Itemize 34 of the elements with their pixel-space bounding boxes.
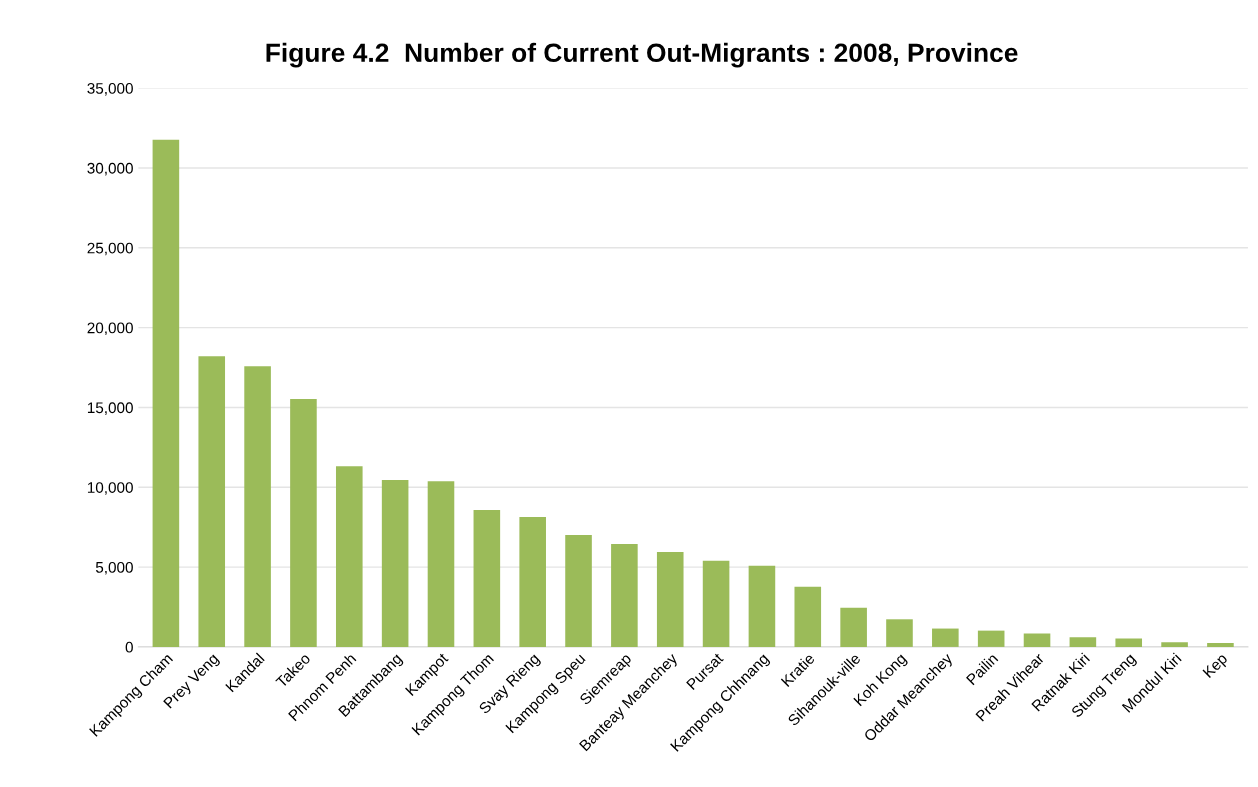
y-tick-label: 10,000 <box>87 482 133 495</box>
bar <box>1115 638 1143 647</box>
bar <box>794 586 822 647</box>
y-tick-label: 20,000 <box>87 322 133 336</box>
bar <box>1069 637 1097 647</box>
bar <box>840 607 867 647</box>
bar <box>1023 633 1051 647</box>
y-tick-label: 0 <box>125 641 133 653</box>
bar <box>748 565 776 647</box>
bar <box>656 552 684 647</box>
bar <box>290 398 317 647</box>
bar <box>702 560 730 647</box>
y-tick-label: 25,000 <box>87 242 133 256</box>
bar <box>335 466 363 647</box>
bar <box>1207 643 1234 647</box>
bar <box>152 139 180 647</box>
bar <box>565 535 592 647</box>
bar <box>886 619 913 647</box>
bar <box>427 481 455 647</box>
bar <box>198 356 226 647</box>
y-tick-label: 5,000 <box>95 561 133 575</box>
x-tick-label: Kep <box>1202 652 1231 681</box>
bar <box>1161 642 1188 647</box>
y-tick-label: 35,000 <box>87 83 133 96</box>
y-tick-label: 15,000 <box>87 402 133 415</box>
bar <box>611 543 638 647</box>
bar <box>977 630 1005 647</box>
bar <box>519 517 546 647</box>
bar <box>244 366 271 647</box>
y-tick-label: 30,000 <box>87 162 133 176</box>
bar <box>473 510 501 647</box>
bar <box>381 480 409 647</box>
bar <box>932 628 959 647</box>
chart-title: Figure 4.2 Number of Current Out-Migrants : 2008, Province <box>266 42 1018 68</box>
